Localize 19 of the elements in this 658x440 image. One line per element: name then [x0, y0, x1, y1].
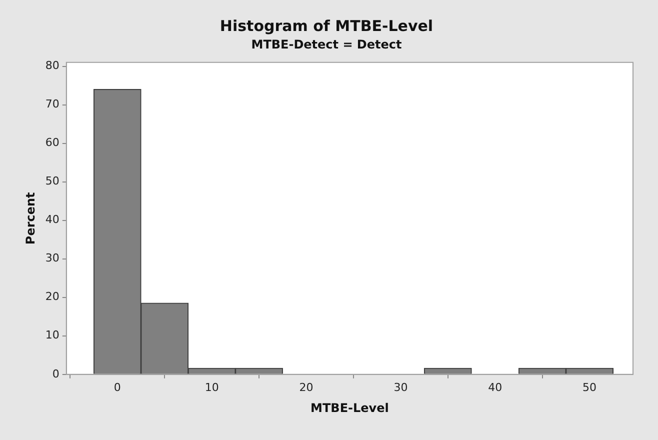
y-tick-label: 0 — [52, 367, 60, 380]
x-tick-label: 40 — [488, 380, 502, 394]
y-tick-label: 60 — [45, 136, 60, 150]
x-axis-title: MTBE-Level — [310, 400, 389, 415]
y-tick-label: 50 — [45, 174, 60, 188]
x-tick-label: 50 — [582, 380, 597, 394]
y-tick-label: 10 — [45, 328, 60, 342]
x-tick-label: 0 — [114, 380, 121, 394]
y-tick-label: 40 — [45, 213, 60, 226]
x-tick-label: 30 — [394, 380, 408, 394]
x-tick-label: 10 — [204, 380, 219, 394]
y-tick-label: 20 — [45, 290, 60, 304]
chart-title: Histogram of MTBE-Level — [220, 16, 434, 35]
x-tick-label: 20 — [299, 380, 314, 394]
y-tick-label: 30 — [45, 252, 60, 265]
y-tick-label: 70 — [45, 98, 60, 111]
y-tick-label: 80 — [45, 59, 60, 72]
y-axis-title: Percent — [23, 192, 38, 245]
chart-subtitle: MTBE-Detect = Detect — [251, 37, 402, 52]
